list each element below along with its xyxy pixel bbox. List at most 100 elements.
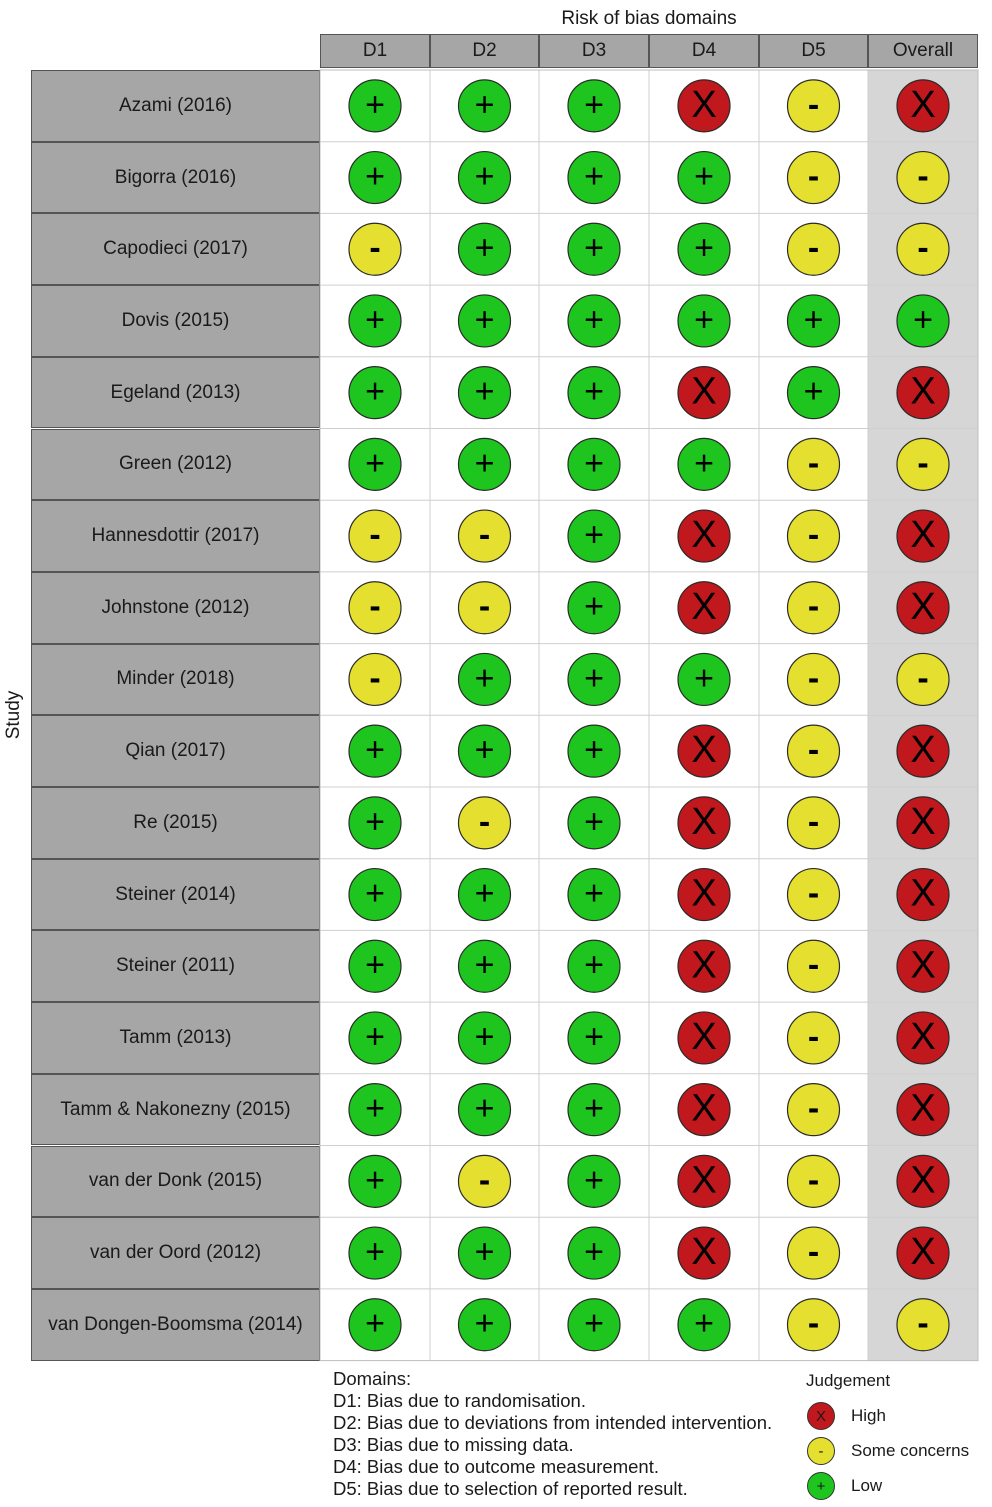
judgement-low: + xyxy=(348,724,402,778)
judgement-low: + xyxy=(677,437,731,491)
svg-text:+: + xyxy=(365,1233,385,1271)
judgement-low: + xyxy=(567,1298,621,1352)
svg-text:+: + xyxy=(804,301,824,339)
svg-text:+: + xyxy=(365,1161,385,1199)
svg-text:-: - xyxy=(479,516,490,554)
column-header-d1: D1 xyxy=(320,34,430,68)
legend-label-high: High xyxy=(851,1406,886,1425)
svg-text:+: + xyxy=(584,875,604,913)
svg-text:+: + xyxy=(694,301,714,339)
svg-text:+: + xyxy=(584,1233,604,1271)
judgement-low: + xyxy=(567,724,621,778)
judgement-high: X xyxy=(896,1011,950,1065)
judgement-low: + xyxy=(457,222,512,276)
judgement-some: - xyxy=(896,150,950,205)
svg-text:-: - xyxy=(808,946,819,984)
svg-text:+: + xyxy=(584,158,604,196)
svg-text:+: + xyxy=(584,1018,604,1056)
judgement-low: + xyxy=(567,222,621,276)
svg-text:X: X xyxy=(910,1088,935,1130)
judgement-some: - xyxy=(457,1154,512,1208)
judgement-high: X xyxy=(677,724,731,778)
judgement-high: X xyxy=(677,796,731,850)
domains-legend-d4: D4: Bias due to outcome measurement. xyxy=(333,1456,659,1477)
svg-text:-: - xyxy=(808,1305,819,1343)
svg-text:+: + xyxy=(584,301,604,339)
judgement-some: - xyxy=(348,652,402,707)
svg-text:-: - xyxy=(808,158,819,196)
svg-text:X: X xyxy=(691,1159,716,1201)
svg-text:+: + xyxy=(475,659,495,697)
svg-text:X: X xyxy=(910,944,935,986)
svg-text:+: + xyxy=(584,659,604,697)
judgement-some: - xyxy=(786,437,841,491)
svg-text:+: + xyxy=(475,373,495,411)
svg-text:-: - xyxy=(808,803,819,841)
grid-border xyxy=(319,69,979,1362)
svg-text:-: - xyxy=(917,444,928,482)
judgement-low: + xyxy=(567,150,621,205)
judgement-high: X xyxy=(677,1154,731,1208)
svg-text:+: + xyxy=(584,588,604,626)
svg-text:+: + xyxy=(475,444,495,482)
study-label: Steiner (2014) xyxy=(31,858,320,931)
judgement-some: - xyxy=(896,437,950,491)
judgement-some: - xyxy=(786,1083,841,1137)
judgement-high: X xyxy=(896,1083,950,1137)
svg-text:+: + xyxy=(804,373,824,411)
study-label: Bigorra (2016) xyxy=(31,141,320,214)
judgement-some: - xyxy=(786,1154,841,1208)
judgement-some: - xyxy=(786,79,841,133)
judgement-low: + xyxy=(348,294,402,348)
svg-text:-: - xyxy=(808,444,819,482)
svg-text:X: X xyxy=(691,84,716,126)
judgement-low: + xyxy=(567,1226,621,1280)
svg-text:+: + xyxy=(365,444,385,482)
svg-text:+: + xyxy=(584,1090,604,1128)
svg-text:+: + xyxy=(584,803,604,841)
svg-text:+: + xyxy=(365,803,385,841)
svg-text:+: + xyxy=(365,373,385,411)
svg-text:X: X xyxy=(691,586,716,628)
svg-text:+: + xyxy=(584,86,604,124)
judgement-high: X xyxy=(677,581,731,635)
svg-text:-: - xyxy=(917,158,928,196)
judgement-low: + xyxy=(348,437,402,491)
svg-text:X: X xyxy=(910,1159,935,1201)
svg-text:-: - xyxy=(369,588,380,626)
some-concerns-icon: - xyxy=(807,1437,835,1465)
judgement-low: + xyxy=(457,652,512,707)
judgement-low: + xyxy=(896,294,950,348)
svg-text:-: - xyxy=(479,803,490,841)
judgement-some: - xyxy=(896,1298,950,1352)
legend-item-low: + Low xyxy=(807,1472,882,1500)
svg-text:+: + xyxy=(584,1161,604,1199)
svg-text:-: - xyxy=(917,1305,928,1343)
svg-text:X: X xyxy=(910,873,935,915)
judgement-low: + xyxy=(457,150,512,205)
svg-text:X: X xyxy=(691,873,716,915)
judgement-low: + xyxy=(567,939,621,993)
svg-text:+: + xyxy=(475,86,495,124)
judgement-high: X xyxy=(677,1226,731,1280)
judgement-low: + xyxy=(567,796,621,850)
judgement-low: + xyxy=(457,1298,512,1352)
svg-text:+: + xyxy=(584,731,604,769)
judgement-low: + xyxy=(567,1083,621,1137)
judgement-some: - xyxy=(348,222,402,276)
svg-text:+: + xyxy=(694,229,714,267)
judgement-low: + xyxy=(567,79,621,133)
judgement-low: + xyxy=(567,294,621,348)
judgement-low: + xyxy=(348,867,402,922)
svg-text:-: - xyxy=(369,516,380,554)
judgement-low: + xyxy=(348,79,402,133)
svg-text:+: + xyxy=(365,875,385,913)
judgement-some: - xyxy=(786,581,841,635)
svg-text:+: + xyxy=(694,444,714,482)
study-label: van Dongen-Boomsma (2014) xyxy=(31,1288,320,1361)
svg-text:-: - xyxy=(479,1161,490,1199)
column-header-d5: D5 xyxy=(759,34,868,68)
high-risk-icon: X xyxy=(807,1402,835,1430)
svg-text:X: X xyxy=(691,729,716,771)
